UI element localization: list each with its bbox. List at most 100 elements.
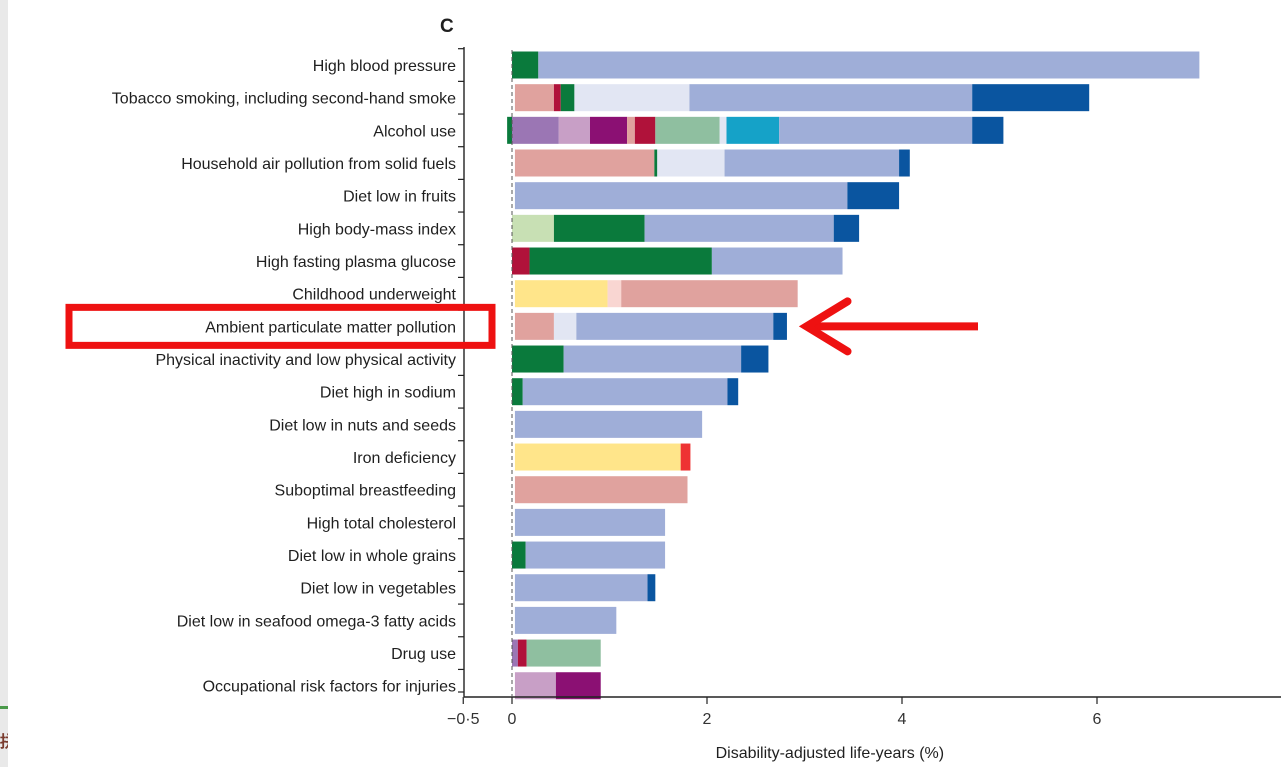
bar-row: [512, 51, 1200, 79]
bar-row: [512, 639, 601, 667]
bar-row: [514, 149, 910, 177]
bar-segment: [727, 378, 739, 406]
bar-segment: [507, 116, 512, 144]
bar-segment: [726, 116, 780, 144]
category-label: Diet low in nuts and seeds: [269, 417, 456, 434]
bar-segment: [514, 149, 655, 177]
highlight-box: [65, 303, 496, 349]
category-label: Physical inactivity and low physical act…: [155, 352, 456, 369]
bar-segment: [711, 247, 843, 275]
bar-segment: [634, 116, 656, 144]
category-label: High body-mass index: [298, 221, 456, 238]
bar-segment: [972, 84, 1090, 112]
bar-segment: [512, 541, 526, 569]
category-label: Occupational risk factors for injuries: [203, 679, 456, 696]
bar-segment: [514, 606, 617, 634]
bar-segment: [553, 312, 577, 340]
category-label: Diet low in fruits: [343, 189, 456, 206]
bar-segment: [680, 443, 691, 471]
bar-row: [514, 672, 601, 700]
bar-segment: [514, 410, 703, 438]
bar-segment: [779, 116, 973, 144]
bar-segment: [512, 51, 539, 79]
bar-segment: [724, 149, 900, 177]
bar-segment: [514, 574, 648, 602]
bar-segment: [514, 443, 681, 471]
bar-segment: [773, 312, 787, 340]
background-edge: 拼: [0, 0, 8, 767]
bar-segment: [538, 51, 1200, 79]
bar-segment: [719, 116, 727, 144]
bar-segment: [512, 247, 530, 275]
category-label: Diet low in seafood omega-3 fatty acids: [177, 613, 456, 630]
bar-segment: [607, 280, 622, 308]
x-tick-label: 4: [898, 711, 907, 728]
bar-segment: [560, 84, 575, 112]
bar-row: [507, 116, 1004, 144]
bar-segment: [644, 214, 834, 242]
bar-segment: [590, 116, 628, 144]
bar-segment: [522, 378, 728, 406]
arrow-head: [798, 297, 852, 356]
x-tick-label: 2: [703, 711, 712, 728]
bar-row: [514, 508, 666, 536]
bar-row: [514, 280, 798, 308]
bar-chart: C High blood pressure Tobacco smoking, in…: [65, 16, 1281, 762]
category-label: Iron deficiency: [353, 450, 456, 467]
bar-row: [514, 84, 1090, 112]
bar-segment: [972, 116, 1004, 144]
slide: C High blood pressure Tobacco smoking, in…: [8, 0, 1281, 767]
category-label: Alcohol use: [373, 123, 456, 140]
category-label: Household air pollution from solid fuels: [181, 156, 456, 173]
bar-row: [512, 541, 666, 569]
bar-segment: [514, 182, 848, 210]
bar-segment: [514, 476, 688, 504]
category-label: High fasting plasma glucose: [256, 254, 456, 271]
bar-segment: [689, 84, 973, 112]
category-label: Childhood underweight: [292, 287, 456, 304]
category-label: Diet low in whole grains: [288, 548, 456, 565]
bar-row: [514, 606, 617, 634]
category-label: Ambient particulate matter pollution: [205, 319, 456, 336]
category-label: High total cholesterol: [307, 515, 456, 532]
bar-segment: [553, 214, 645, 242]
bars-layer: [507, 51, 1200, 700]
bar-row: [512, 378, 739, 406]
bar-row: [514, 476, 688, 504]
bar-segment: [576, 312, 774, 340]
bar-segment: [529, 247, 712, 275]
bar-segment: [621, 280, 798, 308]
bar-segment: [514, 312, 554, 340]
bar-segment: [655, 116, 720, 144]
edge-glyph-fragment: 拼: [0, 728, 8, 758]
edge-accent-line: [0, 706, 8, 709]
bar-segment: [514, 508, 666, 536]
bar-segment: [517, 639, 527, 667]
bar-segment: [526, 639, 601, 667]
bar-segment: [574, 84, 690, 112]
bar-segment: [558, 116, 590, 144]
bar-segment: [512, 639, 518, 667]
bar-segment: [514, 84, 554, 112]
x-tick-label: 6: [1093, 711, 1102, 728]
category-label: High blood pressure: [313, 58, 456, 75]
bar-segment: [512, 378, 523, 406]
bar-segment: [657, 149, 725, 177]
bar-segment: [741, 345, 769, 373]
bar-segment: [627, 116, 635, 144]
bar-segment: [512, 116, 559, 144]
bar-segment: [833, 214, 860, 242]
bar-segment: [514, 672, 556, 700]
bar-row: [514, 182, 900, 210]
x-axis-title: Disability-adjusted life-years (%): [716, 745, 945, 762]
x-tick-label: −0·5: [447, 711, 480, 728]
bar-row: [512, 214, 860, 242]
bar-segment: [563, 345, 742, 373]
bar-segment: [553, 84, 561, 112]
bar-segment: [514, 280, 608, 308]
bar-row: [512, 345, 769, 373]
category-labels: High blood pressure Tobacco smoking, incl…: [112, 58, 457, 696]
bar-segment: [525, 541, 666, 569]
bar-row: [514, 443, 691, 471]
bar-row: [514, 410, 703, 438]
